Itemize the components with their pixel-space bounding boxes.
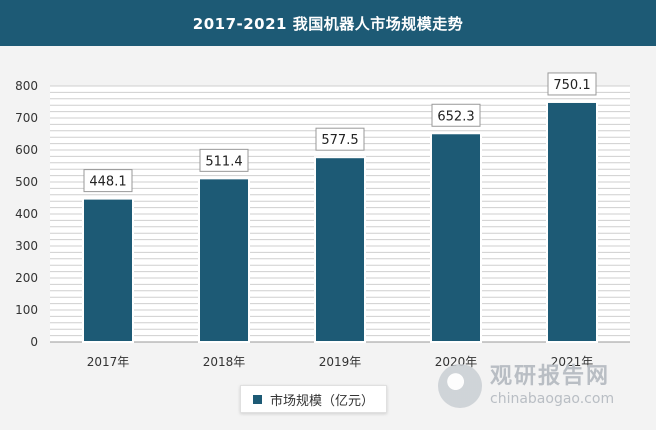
bar (430, 132, 482, 343)
data-label: 577.5 (321, 133, 358, 148)
data-label: 750.1 (553, 78, 590, 93)
y-tick-label: 100 (15, 303, 38, 317)
x-tick-label: 2018年 (203, 355, 246, 369)
data-label-box (199, 148, 249, 172)
bar (82, 197, 134, 343)
data-label: 448.1 (89, 175, 126, 190)
chart-title: 2017-2021 我国机器人市场规模走势 (0, 0, 656, 46)
data-label: 652.3 (437, 109, 474, 124)
legend-swatch (253, 394, 262, 404)
bar (314, 156, 366, 343)
bar-chart: 0 100 200 300 400 500 600 700 800 448.1 2017年 511.4… (15, 72, 630, 369)
bar (198, 177, 250, 343)
y-tick-label: 800 (15, 79, 38, 93)
x-tick-label: 2021年 (551, 355, 594, 369)
x-tick-label: 2019年 (319, 355, 362, 369)
x-tick-label: 2017年 (87, 355, 130, 369)
watermark-logo-icon (438, 364, 482, 408)
watermark: 观研报告网 chinabaogao.com (438, 358, 650, 414)
y-tick-label: 700 (15, 111, 38, 125)
y-tick-label: 0 (30, 335, 38, 349)
y-tick-label: 300 (15, 239, 38, 253)
data-label-box (83, 169, 133, 193)
watermark-brand: 观研报告网 (490, 364, 611, 389)
legend-label: 市场规模（亿元） (270, 393, 375, 409)
y-tick-label: 400 (15, 207, 38, 221)
data-label: 511.4 (205, 154, 242, 169)
bar (546, 100, 598, 343)
watermark-url: chinabaogao.com (490, 391, 615, 407)
y-tick-label: 600 (15, 143, 38, 157)
y-tick-label: 200 (15, 271, 38, 285)
data-label-box (315, 127, 365, 151)
y-tick-label: 500 (15, 175, 38, 189)
legend: 市场规模（亿元） (240, 385, 388, 413)
data-label-box (547, 72, 597, 96)
data-label-box (431, 103, 481, 127)
